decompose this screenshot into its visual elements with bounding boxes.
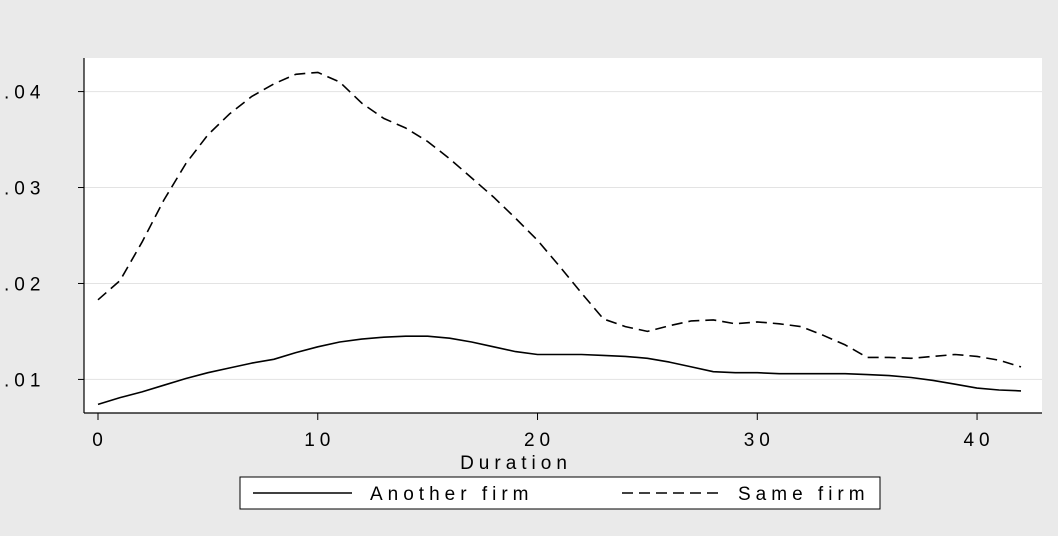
y-tick-label: .04 <box>4 83 45 104</box>
legend-label-same-firm: Same firm <box>738 484 870 505</box>
series-line-another-firm <box>97 335 1022 406</box>
x-axis-ticks: 0 10 20 30 40 <box>92 413 994 451</box>
y-tick-label: .01 <box>4 370 45 391</box>
x-tick-label: 0 <box>92 430 108 451</box>
plot-area <box>84 58 1042 413</box>
x-axis-title: Duration <box>460 453 572 474</box>
x-tick-label: 30 <box>744 430 775 451</box>
legend-label-another-firm: Another firm <box>370 484 533 505</box>
x-tick-label: 10 <box>304 430 335 451</box>
y-axis-ticks: .01 .02 .03 .04 <box>4 83 84 391</box>
gridlines <box>84 91 1042 380</box>
series-layer <box>97 71 1022 406</box>
series-line-same-firm <box>97 71 1022 368</box>
legend: Another firm Same firm <box>239 476 881 510</box>
x-tick-label: 40 <box>963 430 994 451</box>
y-tick-label: .03 <box>4 179 45 200</box>
y-tick-label: .02 <box>4 274 45 295</box>
x-tick-label: 20 <box>524 430 555 451</box>
